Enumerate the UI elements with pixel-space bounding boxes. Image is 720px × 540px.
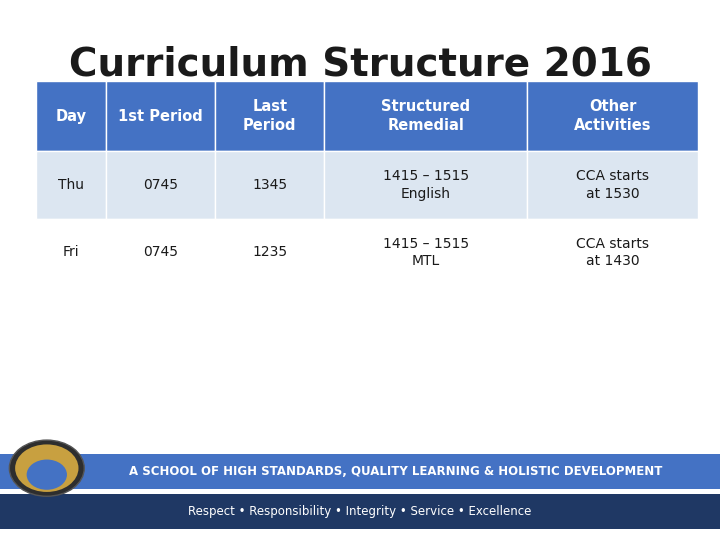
FancyBboxPatch shape (324, 151, 527, 219)
Circle shape (27, 460, 67, 490)
FancyBboxPatch shape (215, 151, 324, 219)
Text: Respect • Responsibility • Integrity • Service • Excellence: Respect • Responsibility • Integrity • S… (189, 505, 531, 518)
FancyBboxPatch shape (324, 81, 527, 151)
Text: 0745: 0745 (143, 246, 178, 259)
Text: Structured
Remedial: Structured Remedial (381, 99, 470, 133)
Text: Curriculum Structure 2016: Curriculum Structure 2016 (68, 46, 652, 84)
Text: 1345: 1345 (252, 178, 287, 192)
Text: 1415 – 1515
English: 1415 – 1515 English (382, 169, 469, 201)
FancyBboxPatch shape (36, 219, 106, 286)
Text: Day: Day (55, 109, 86, 124)
FancyBboxPatch shape (36, 81, 106, 151)
Text: A SCHOOL OF HIGH STANDARDS, QUALITY LEARNING & HOLISTIC DEVELOPMENT: A SCHOOL OF HIGH STANDARDS, QUALITY LEAR… (130, 464, 662, 478)
Circle shape (15, 444, 78, 492)
Text: 1st Period: 1st Period (118, 109, 203, 124)
FancyBboxPatch shape (527, 219, 698, 286)
FancyBboxPatch shape (106, 151, 215, 219)
Text: 1235: 1235 (252, 246, 287, 259)
FancyBboxPatch shape (0, 494, 720, 529)
FancyBboxPatch shape (0, 454, 720, 489)
FancyBboxPatch shape (527, 151, 698, 219)
FancyBboxPatch shape (36, 151, 106, 219)
FancyBboxPatch shape (215, 219, 324, 286)
FancyBboxPatch shape (106, 81, 215, 151)
FancyBboxPatch shape (215, 81, 324, 151)
Text: 0745: 0745 (143, 178, 178, 192)
FancyBboxPatch shape (106, 219, 215, 286)
Circle shape (9, 440, 84, 496)
Text: 1415 – 1515
MTL: 1415 – 1515 MTL (382, 237, 469, 268)
Text: Last
Period: Last Period (243, 99, 297, 133)
FancyBboxPatch shape (324, 219, 527, 286)
FancyBboxPatch shape (527, 81, 698, 151)
Text: Thu: Thu (58, 178, 84, 192)
Text: CCA starts
at 1530: CCA starts at 1530 (576, 169, 649, 201)
Text: Fri: Fri (63, 246, 79, 259)
Text: Other
Activities: Other Activities (574, 99, 652, 133)
Text: CCA starts
at 1430: CCA starts at 1430 (576, 237, 649, 268)
